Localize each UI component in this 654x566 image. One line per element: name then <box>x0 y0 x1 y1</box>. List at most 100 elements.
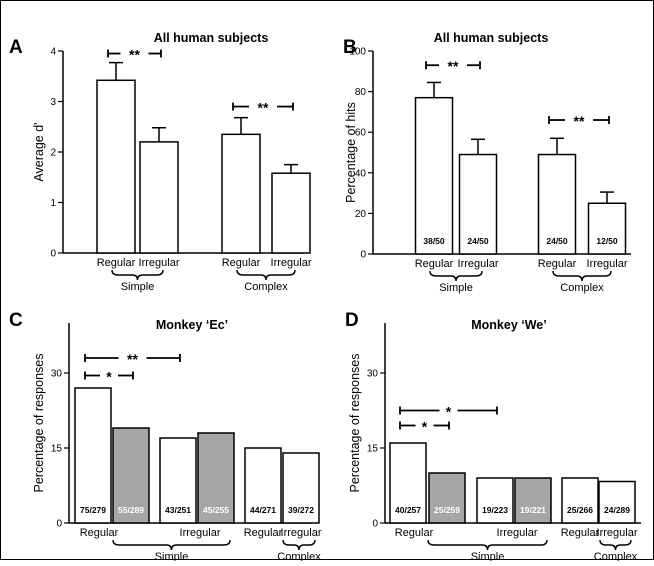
panel-title: All human subjects <box>434 31 549 45</box>
bar-count-label: 38/50 <box>423 236 445 246</box>
y-tick-label: 3 <box>50 97 56 108</box>
y-tick-label: 100 <box>349 47 366 58</box>
y-tick-label: 80 <box>355 87 367 98</box>
group-label: Complex <box>560 282 604 294</box>
bar <box>598 480 636 524</box>
bar <box>96 79 136 254</box>
panel-title: Monkey ‘We’ <box>471 318 546 332</box>
y-tick-label: 40 <box>355 168 367 179</box>
bar-count-label: 40/257 <box>395 505 421 515</box>
group-brace <box>552 270 612 282</box>
bar-count-label: 25/266 <box>567 505 593 515</box>
y-axis-label: Percentage of responses <box>32 354 46 493</box>
y-tick-label: 30 <box>51 369 63 380</box>
y-tick-label: 20 <box>355 209 367 220</box>
bar <box>476 477 514 524</box>
y-tick-label: 60 <box>355 128 367 139</box>
panel-c: C Monkey ‘Ec’ Percentage of responses 0 15 30… <box>9 310 322 563</box>
bar-count-label: 75/279 <box>80 505 106 515</box>
category-label: Regular <box>97 257 136 269</box>
significance-label: ** <box>129 47 140 63</box>
category-label: Irregular <box>497 527 538 539</box>
group-label: Simple <box>439 282 473 294</box>
bar-count-label: 44/271 <box>250 505 276 515</box>
bar <box>428 472 466 524</box>
panel-a: A All human subjects Average d' 0 1 2 3 4 Regula… <box>9 31 312 293</box>
panel-letter: D <box>345 310 359 331</box>
category-label: Irregular <box>281 527 322 539</box>
bar <box>139 141 179 254</box>
y-tick-label: 15 <box>51 444 63 455</box>
significance-label: * <box>106 369 112 385</box>
category-label: Irregular <box>180 527 221 539</box>
panel-b: B All human subjects Percentage of hits 0 20… <box>343 31 631 294</box>
significance-label: * <box>422 419 428 435</box>
bar <box>159 437 197 524</box>
panel-letter: B <box>343 37 357 58</box>
group-brace <box>282 539 316 551</box>
group-brace <box>111 269 164 281</box>
y-tick-label: 2 <box>50 148 56 159</box>
category-label: Regular <box>395 527 434 539</box>
bar-count-label: 24/50 <box>467 236 489 246</box>
bar <box>414 96 454 255</box>
panel-d: D Monkey ‘We’ Percentage of responses 0 15 30… <box>345 310 641 563</box>
bar <box>514 477 552 524</box>
y-tick-label: 0 <box>50 249 56 260</box>
bar-count-label: 19/223 <box>482 505 508 515</box>
bar <box>74 387 112 524</box>
bar <box>282 452 320 524</box>
group-brace <box>429 270 483 282</box>
y-tick-label: 0 <box>360 250 366 261</box>
y-tick-label: 30 <box>367 369 379 380</box>
y-axis-label: Average d' <box>32 122 46 181</box>
group-brace <box>427 539 548 551</box>
y-axis-label: Percentage of hits <box>344 102 358 203</box>
bar-count-label: 43/251 <box>165 505 191 515</box>
bar <box>112 427 150 524</box>
panel-title: Monkey ‘Ec’ <box>156 318 228 332</box>
significance-label: * <box>446 404 452 420</box>
bar-count-label: 19/221 <box>520 505 546 515</box>
bar <box>587 202 627 255</box>
panel-letter: C <box>9 310 23 331</box>
y-tick-label: 15 <box>367 444 379 455</box>
significance-label: ** <box>258 100 269 116</box>
bar-count-label: 24/289 <box>604 505 630 515</box>
group-brace <box>236 269 296 281</box>
bar-count-label: 24/50 <box>546 236 568 246</box>
category-label: Regular <box>538 258 577 270</box>
panel-title: All human subjects <box>154 31 269 45</box>
significance-label: ** <box>448 58 459 74</box>
bar <box>271 172 311 254</box>
bar <box>221 133 261 254</box>
y-tick-label: 1 <box>50 198 56 209</box>
bar-count-label: 39/272 <box>288 505 314 515</box>
panel-letter: A <box>9 37 23 58</box>
bar <box>244 447 282 524</box>
y-tick-label: 0 <box>372 519 378 530</box>
y-tick-label: 4 <box>50 47 56 58</box>
bar-count-label: 12/50 <box>596 236 618 246</box>
bar-count-label: 45/255 <box>203 505 229 515</box>
bar-count-label: 55/289 <box>118 505 144 515</box>
bar <box>561 477 599 524</box>
category-label: Regular <box>561 527 600 539</box>
y-tick-label: 0 <box>56 519 62 530</box>
category-label: Regular <box>244 527 283 539</box>
significance-label: ** <box>574 113 585 129</box>
category-label: Irregular <box>271 257 312 269</box>
bar <box>389 442 427 524</box>
category-label: Regular <box>222 257 261 269</box>
category-label: Regular <box>80 527 119 539</box>
group-label: Simple <box>121 281 155 293</box>
y-axis-label: Percentage of responses <box>348 354 362 493</box>
category-label: Regular <box>415 258 454 270</box>
bar-count-label: 25/259 <box>434 505 460 515</box>
bar <box>197 432 235 524</box>
category-label: Irregular <box>587 258 628 270</box>
group-brace <box>599 539 632 551</box>
significance-label: ** <box>127 351 138 367</box>
